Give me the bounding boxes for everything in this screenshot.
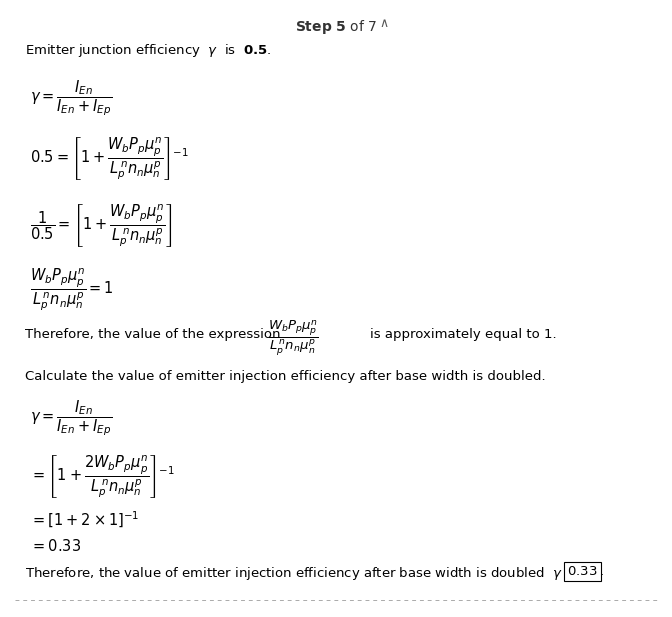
Text: $=\left[1+\dfrac{2W_b P_p \mu_p^{n}}{L_p^{\,n} n_n \mu_n^{p}}\right]^{-1}$: $=\left[1+\dfrac{2W_b P_p \mu_p^{n}}{L_p… [30, 453, 175, 500]
Text: Therefore, the value of emitter injection efficiency after base width is doubled: Therefore, the value of emitter injectio… [25, 565, 581, 582]
Text: Calculate the value of emitter injection efficiency after base width is doubled.: Calculate the value of emitter injection… [25, 370, 546, 383]
Text: $\gamma = \dfrac{I_{En}}{I_{En}+I_{Ep}}$: $\gamma = \dfrac{I_{En}}{I_{En}+I_{Ep}}$ [30, 78, 112, 118]
Text: Emitter junction efficiency  $\gamma$  is  $\mathbf{0.5}$.: Emitter junction efficiency $\gamma$ is … [25, 42, 271, 59]
Text: Therefore, the value of the expression: Therefore, the value of the expression [25, 328, 280, 341]
Text: $0.33$: $0.33$ [567, 565, 597, 578]
Text: $0.5=\left[1+\dfrac{W_b P_p \mu_p^{n}}{L_p^{\,n} n_n \mu_n^{p}}\right]^{-1}$: $0.5=\left[1+\dfrac{W_b P_p \mu_p^{n}}{L… [30, 135, 189, 182]
Text: ∧: ∧ [380, 17, 389, 30]
Text: $\dfrac{W_b P_p \mu_p^{n}}{L_p^{\,n} n_n \mu_n^{p}}$: $\dfrac{W_b P_p \mu_p^{n}}{L_p^{\,n} n_n… [268, 319, 319, 358]
Text: is approximately equal to 1.: is approximately equal to 1. [370, 328, 556, 341]
Text: $\gamma = \dfrac{I_{En}}{I_{En}+I_{Ep}}$: $\gamma = \dfrac{I_{En}}{I_{En}+I_{Ep}}$ [30, 398, 112, 438]
Text: .: . [600, 565, 604, 578]
Text: $= 0.33$: $= 0.33$ [30, 538, 81, 554]
Text: $\dfrac{W_b P_p \mu_p^{n}}{L_p^{\,n} n_n \mu_n^{p}}=1$: $\dfrac{W_b P_p \mu_p^{n}}{L_p^{\,n} n_n… [30, 266, 114, 313]
Text: $=\left[1+2\times 1\right]^{-1}$: $=\left[1+2\times 1\right]^{-1}$ [30, 510, 139, 530]
Text: $\dfrac{1}{0.5}=\left[1+\dfrac{W_b P_p \mu_p^{n}}{L_p^{\,n} n_n \mu_n^{p}}\right: $\dfrac{1}{0.5}=\left[1+\dfrac{W_b P_p \… [30, 202, 172, 249]
Text: $\bf{Step\ 5}$$\rm{\ of\ 7}$: $\bf{Step\ 5}$$\rm{\ of\ 7}$ [295, 18, 377, 36]
